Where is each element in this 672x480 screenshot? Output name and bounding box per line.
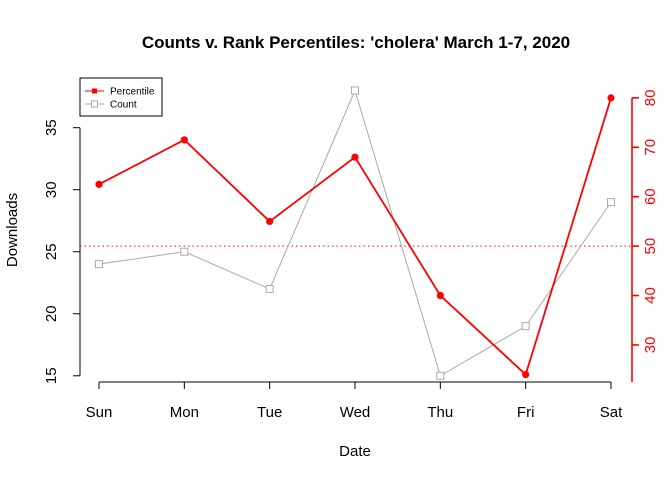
y-left-tick-label: 25 (43, 243, 60, 260)
percentile-point (180, 136, 188, 144)
axes-group: Sun Mon Tue Wed Thu Fri Sat 15 20 25 30 35 30 40 50 60 7… (43, 90, 659, 421)
x-tick-label: Sat (600, 404, 623, 421)
series-group (95, 86, 615, 380)
percentile-point (351, 153, 359, 161)
y-left-tick-label: 20 (43, 305, 60, 322)
percentile-point (522, 370, 530, 379)
y-right-tick-label: 70 (642, 139, 659, 156)
series-line-percentile (98, 97, 612, 377)
legend: Percentile Count (79, 77, 163, 117)
y-left-tick-label: 30 (43, 181, 60, 198)
percentile-point (607, 94, 615, 102)
x-tick-label: Fri (517, 404, 535, 421)
x-tick-label: Sun (86, 404, 113, 421)
count-point (95, 260, 103, 269)
chart-title: Counts v. Rank Percentiles: 'cholera' Ma… (142, 33, 570, 52)
legend-marker (91, 100, 98, 108)
y-right-tick-label: 60 (642, 188, 659, 205)
x-tick-label: Thu (427, 404, 453, 421)
percentile-point (266, 217, 274, 226)
x-axis-label: Date (339, 443, 371, 460)
legend-box (79, 77, 163, 117)
percentile-point (95, 180, 103, 188)
y-left-tick-label: 15 (43, 367, 60, 384)
legend-label: Percentile (110, 87, 155, 98)
x-tick-label: Wed (340, 404, 371, 421)
legend-marker (92, 88, 97, 94)
count-point (180, 247, 189, 256)
y-left-tick-label: 35 (43, 119, 60, 136)
y-right-tick-label: 40 (642, 287, 659, 304)
x-tick-label: Mon (170, 404, 199, 421)
count-point (351, 86, 359, 95)
y-right-tick-label: 30 (642, 337, 659, 354)
count-point (607, 198, 615, 207)
x-tick-label: Tue (257, 404, 282, 421)
series-line-count (98, 89, 612, 377)
percentile-point (436, 291, 444, 300)
count-point (521, 322, 530, 331)
y-axis-label: Downloads (4, 193, 21, 267)
count-point (436, 371, 445, 380)
y-right-tick-label: 80 (642, 90, 659, 107)
count-point (265, 284, 274, 293)
legend-label: Count (110, 100, 137, 111)
y-right-tick-label: 50 (642, 238, 659, 255)
